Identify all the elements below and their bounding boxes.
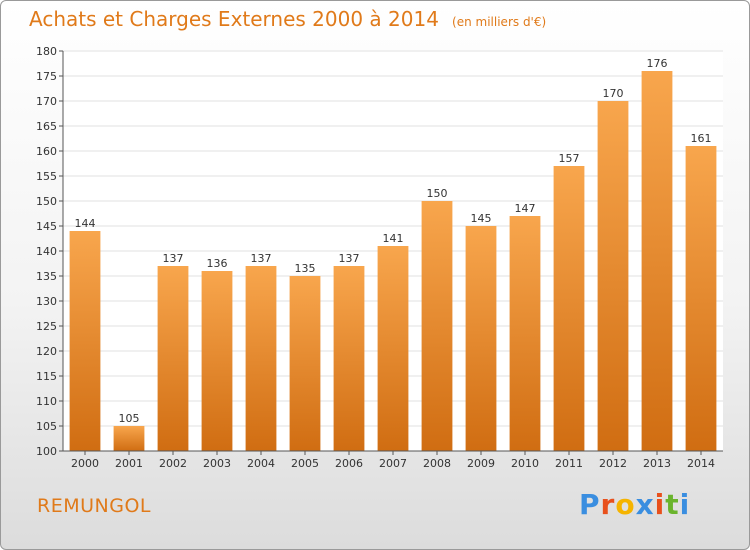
y-tick-label: 115 [36,370,57,383]
title-row: Achats et Charges Externes 2000 à 2014 (… [29,7,546,31]
bar-2003[interactable] [201,271,233,451]
value-label-2009: 145 [471,212,492,225]
y-tick-label: 130 [36,295,57,308]
chart-subtitle: (en milliers d'€) [452,15,547,29]
bar-2005[interactable] [289,276,321,451]
bar-2006[interactable] [333,266,365,451]
x-tick-label-2010: 2010 [511,457,539,470]
logo-letter: i [679,488,691,521]
value-label-2012: 170 [603,87,624,100]
x-tick-label-2014: 2014 [687,457,715,470]
y-tick-label: 100 [36,445,57,458]
x-tick-label-2002: 2002 [159,457,187,470]
logo-letter: i [654,488,666,521]
value-label-2010: 147 [515,202,536,215]
y-tick-label: 105 [36,420,57,433]
value-label-2007: 141 [383,232,404,245]
value-label-2005: 135 [295,262,316,275]
chart-title: Achats et Charges Externes 2000 à 2014 [29,7,439,31]
x-tick-label-2000: 2000 [71,457,99,470]
y-tick-label: 180 [36,45,57,58]
value-label-2014: 161 [691,132,712,145]
axis-layer: 100 105 110 115 120 125 130 135 140 145 150 155 160 1… [36,45,723,470]
logo-letter: t [665,488,680,521]
value-label-2011: 157 [559,152,580,165]
value-label-2001: 105 [119,412,140,425]
proxiti-logo[interactable]: Proxiti [579,488,690,521]
x-tick-label-2013: 2013 [643,457,671,470]
bar-2004[interactable] [245,266,277,451]
y-tick-label: 145 [36,220,57,233]
value-label-2013: 176 [647,57,668,70]
commune-name: REMUNGOL [37,495,151,517]
value-label-2002: 137 [163,252,184,265]
y-tick-label: 135 [36,270,57,283]
bar-2002[interactable] [157,266,189,451]
value-label-2006: 137 [339,252,360,265]
bar-2009[interactable] [465,226,497,451]
bar-2014[interactable] [685,146,717,451]
value-label-2004: 137 [251,252,272,265]
bar-2011[interactable] [553,166,585,451]
bar-2000[interactable] [69,231,101,451]
value-label-2003: 136 [207,257,228,270]
bar-2001[interactable] [113,426,145,451]
y-tick-label: 160 [36,145,57,158]
bar-layer: 144 105 137 136 137 135 137 141 150 145 147 157 170 1… [69,57,717,451]
y-tick-label: 150 [36,195,57,208]
y-tick-label: 120 [36,345,57,358]
bar-2013[interactable] [641,71,673,451]
y-tick-label: 125 [36,320,57,333]
logo-letter: x [635,488,655,521]
logo-letter: r [600,488,616,521]
x-tick-label-2007: 2007 [379,457,407,470]
bar-2010[interactable] [509,216,541,451]
y-tick-label: 170 [36,95,57,108]
logo-letter: P [579,488,601,521]
bar-2007[interactable] [377,246,409,451]
x-tick-label-2004: 2004 [247,457,275,470]
y-tick-label: 165 [36,120,57,133]
bar-2012[interactable] [597,101,629,451]
y-tick-label: 110 [36,395,57,408]
y-tick-label: 175 [36,70,57,83]
y-tick-label: 140 [36,245,57,258]
x-tick-label-2009: 2009 [467,457,495,470]
x-tick-label-2003: 2003 [203,457,231,470]
bar-2008[interactable] [421,201,453,451]
x-tick-label-2006: 2006 [335,457,363,470]
x-tick-label-2001: 2001 [115,457,143,470]
y-tick-label: 155 [36,170,57,183]
value-label-2008: 150 [427,187,448,200]
value-label-2000: 144 [75,217,96,230]
x-tick-label-2005: 2005 [291,457,319,470]
x-tick-label-2008: 2008 [423,457,451,470]
x-tick-label-2011: 2011 [555,457,583,470]
logo-letter: o [615,488,636,521]
x-tick-label-2012: 2012 [599,457,627,470]
